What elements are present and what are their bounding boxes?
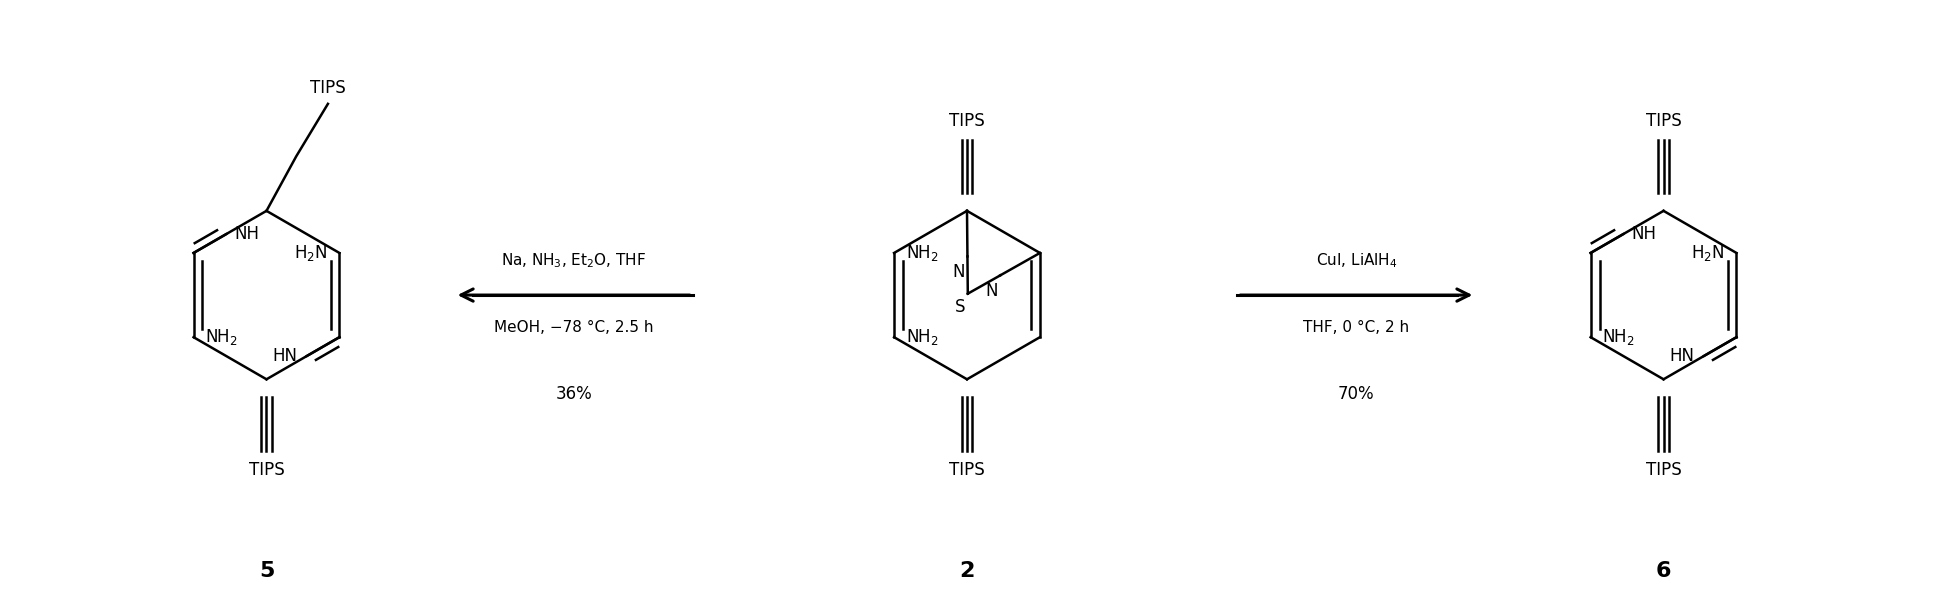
Text: TIPS: TIPS: [950, 460, 984, 479]
Text: TIPS: TIPS: [249, 460, 284, 479]
Text: NH: NH: [234, 225, 259, 243]
Text: TIPS: TIPS: [950, 111, 984, 129]
Text: 2: 2: [959, 560, 975, 581]
Text: TIPS: TIPS: [1646, 460, 1681, 479]
Text: TIPS: TIPS: [309, 79, 346, 97]
Text: 5: 5: [259, 560, 275, 581]
Text: NH$_2$: NH$_2$: [905, 327, 938, 347]
Text: Na, NH$_3$, Et$_2$O, THF: Na, NH$_3$, Et$_2$O, THF: [501, 252, 646, 270]
Text: 36%: 36%: [555, 385, 592, 403]
Text: N: N: [984, 282, 998, 300]
Text: HN: HN: [273, 347, 298, 365]
Text: TIPS: TIPS: [1646, 111, 1681, 129]
Text: NH$_2$: NH$_2$: [205, 327, 238, 347]
Text: MeOH, −78 °C, 2.5 h: MeOH, −78 °C, 2.5 h: [493, 320, 654, 335]
Text: HN: HN: [1669, 347, 1694, 365]
Text: H$_2$N: H$_2$N: [1690, 243, 1725, 263]
Text: NH: NH: [1630, 225, 1656, 243]
Text: CuI, LiAlH$_4$: CuI, LiAlH$_4$: [1315, 252, 1396, 270]
Text: H$_2$N: H$_2$N: [294, 243, 327, 263]
Text: THF, 0 °C, 2 h: THF, 0 °C, 2 h: [1304, 320, 1410, 335]
Text: 70%: 70%: [1338, 385, 1375, 403]
Text: NH$_2$: NH$_2$: [1603, 327, 1636, 347]
Text: NH$_2$: NH$_2$: [905, 243, 938, 263]
Text: 6: 6: [1656, 560, 1671, 581]
Text: S: S: [955, 298, 965, 316]
Text: N: N: [952, 263, 965, 281]
